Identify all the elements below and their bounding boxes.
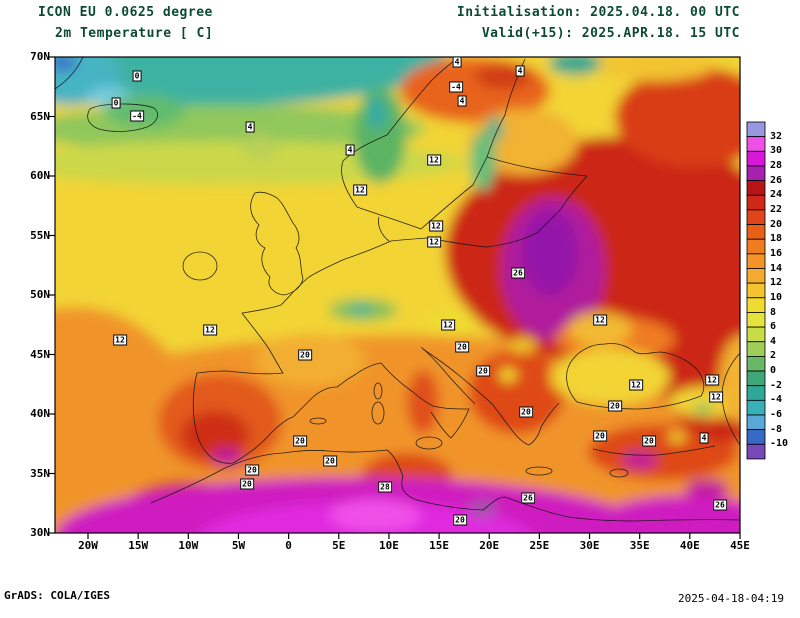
model-title: ICON EU 0.0625 degree [38, 5, 213, 20]
colorbar-segment [746, 399, 766, 416]
colorbar-segment [746, 443, 766, 460]
colorbar-segment [746, 180, 766, 196]
colorbar-segment [746, 355, 766, 372]
colorbar-segment [746, 341, 766, 357]
colorbar-segment [746, 194, 766, 211]
colorbar-segment [746, 429, 766, 445]
colorbar-segment [746, 209, 766, 225]
colorbar-segment [746, 253, 766, 269]
colorbar [746, 121, 766, 460]
variable-title: 2m Temperature [ C] [55, 26, 214, 41]
colorbar-segment [746, 268, 766, 284]
grads-credit: GrADS: COLA/IGES [4, 589, 110, 602]
coastlines [55, 57, 740, 522]
colorbar-segment [746, 312, 766, 328]
colorbar-segment [746, 282, 766, 299]
colorbar-segment [746, 136, 766, 152]
creation-timestamp: 2025-04-18-04:19 [678, 592, 784, 605]
axis-ticks [49, 56, 741, 539]
colorbar-segment [746, 297, 766, 313]
valid-text: Valid(+15): 2025.APR.18. 15 UTC [481, 26, 740, 41]
colorbar-segment [746, 165, 766, 181]
colorbar-segment [746, 121, 766, 138]
colorbar-segment [746, 238, 766, 255]
initialisation-text: Initialisation: 2025.04.18. 00 UTC [456, 5, 740, 20]
colorbar-segment [746, 326, 766, 343]
colorbar-segment [746, 385, 766, 401]
colorbar-segment [746, 150, 766, 167]
colorbar-segment [746, 414, 766, 431]
colorbar-segment [746, 370, 766, 387]
temperature-field [55, 57, 740, 533]
colorbar-segment [746, 224, 766, 240]
